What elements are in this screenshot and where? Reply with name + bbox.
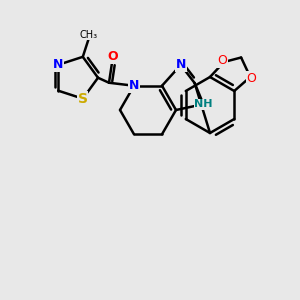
Text: N: N (53, 58, 63, 71)
Text: O: O (217, 55, 227, 68)
Text: S: S (78, 92, 88, 106)
Text: N: N (176, 58, 186, 71)
Text: NH: NH (194, 99, 213, 109)
Text: O: O (246, 71, 256, 85)
Text: N: N (129, 79, 139, 92)
Text: CH₃: CH₃ (79, 30, 98, 40)
Text: O: O (108, 50, 118, 63)
